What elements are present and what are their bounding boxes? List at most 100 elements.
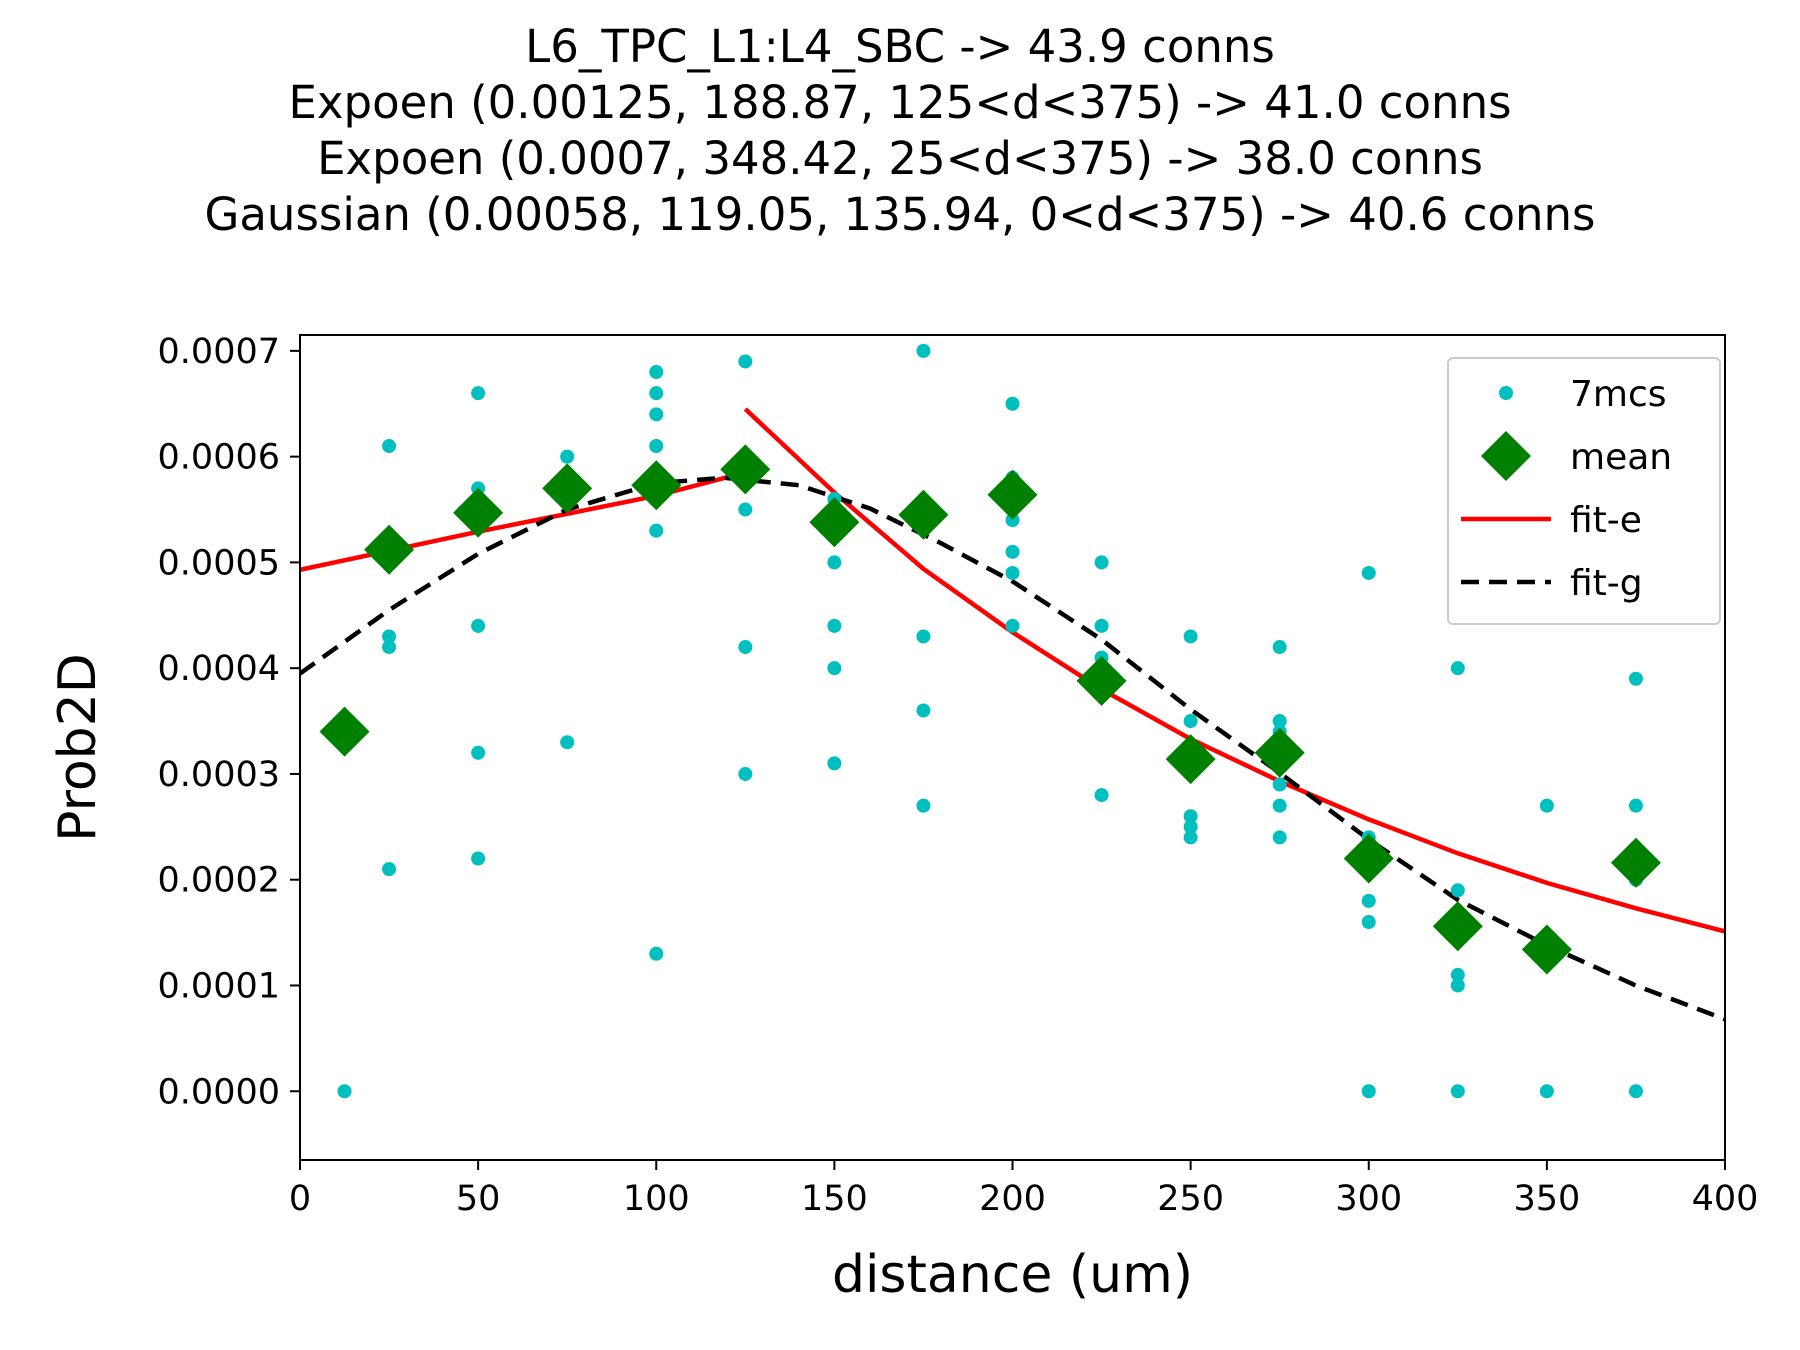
data-point-7mcs [337, 1084, 352, 1099]
data-point-7mcs [1450, 978, 1465, 993]
x-tick-label: 150 [801, 1179, 868, 1219]
legend-label: fit-e [1570, 500, 1642, 541]
x-tick-label: 200 [979, 1179, 1046, 1219]
y-tick-label: 0.0006 [158, 438, 280, 478]
legend-marker-mean [1481, 431, 1531, 481]
data-point-7mcs [1183, 714, 1198, 729]
y-axis-label: Prob2D [48, 653, 108, 842]
x-tick-label: 0 [289, 1179, 311, 1219]
y-tick-label: 0.0007 [158, 332, 280, 372]
y-tick-label: 0.0003 [158, 755, 280, 795]
data-point-7mcs [471, 851, 486, 866]
data-point-7mcs [1183, 809, 1198, 824]
data-point-7mcs [1450, 661, 1465, 676]
mean-marker [898, 489, 949, 540]
x-tick-label: 50 [456, 1179, 501, 1219]
data-point-7mcs [738, 766, 753, 781]
mean-marker [542, 463, 593, 514]
data-point-7mcs [471, 618, 486, 633]
data-point-7mcs [738, 640, 753, 655]
legend-label: mean [1570, 437, 1672, 478]
data-point-7mcs [382, 629, 397, 644]
chart-title-line: L6_TPC_L1:L4_SBC -> 43.9 conns [525, 20, 1275, 73]
data-point-7mcs [1628, 798, 1643, 813]
chart-title-line: Expoen (0.0007, 348.42, 25<d<375) -> 38.… [317, 132, 1483, 185]
series-line-fit-e [743, 407, 1725, 934]
data-point-7mcs [382, 439, 397, 454]
y-axis: 0.0000 0.0001 0.0002 0.0003 0.0004 0.0005 0.00… [158, 332, 300, 1112]
legend-label: fit-g [1570, 563, 1643, 604]
data-point-7mcs [471, 386, 486, 401]
mean-marker [631, 460, 682, 511]
data-point-7mcs [649, 365, 664, 380]
mean-marker [1432, 901, 1483, 952]
x-axis: 0 50 100 150 200 250 300 350 400 [289, 1160, 1759, 1219]
data-point-7mcs [827, 756, 842, 771]
data-point-7mcs [1183, 819, 1198, 834]
data-point-7mcs [827, 618, 842, 633]
data-point-7mcs [1361, 565, 1376, 580]
mean-marker [1076, 655, 1127, 706]
y-tick-label: 0.0004 [158, 649, 280, 689]
data-point-7mcs [382, 640, 397, 655]
mean-marker [319, 706, 370, 757]
legend: 7mcs mean fit-e fit-g [1447, 357, 1721, 625]
data-point-7mcs [1628, 1084, 1643, 1099]
x-tick-label: 250 [1157, 1179, 1224, 1219]
mean-marker [987, 469, 1038, 520]
data-point-7mcs [471, 745, 486, 760]
mean-marker [453, 487, 504, 538]
mean-marker [364, 524, 415, 575]
data-point-7mcs [1183, 629, 1198, 644]
data-point-7mcs [1450, 883, 1465, 898]
data-point-7mcs [827, 661, 842, 676]
data-point-7mcs [1005, 618, 1020, 633]
data-point-7mcs [649, 523, 664, 538]
data-point-7mcs [1272, 798, 1287, 813]
data-point-7mcs [1361, 915, 1376, 930]
x-tick-label: 100 [623, 1179, 690, 1219]
data-point-7mcs [1450, 1084, 1465, 1099]
plot-series [300, 343, 1725, 1099]
data-point-7mcs [738, 354, 753, 369]
x-tick-label: 400 [1692, 1179, 1759, 1219]
data-point-7mcs [916, 798, 931, 813]
data-point-7mcs [1094, 618, 1109, 633]
mean-marker [1343, 833, 1394, 884]
x-tick-label: 350 [1513, 1179, 1580, 1219]
mean-marker [1165, 734, 1216, 785]
data-point-7mcs [1005, 396, 1020, 411]
mean-marker [1521, 924, 1572, 975]
data-point-7mcs [1272, 640, 1287, 655]
data-point-7mcs [916, 343, 931, 358]
data-point-7mcs [649, 439, 664, 454]
series-line-fit-g [300, 475, 1725, 1022]
data-point-7mcs [1094, 555, 1109, 570]
data-point-7mcs [916, 629, 931, 644]
y-tick-label: 0.0000 [158, 1072, 280, 1112]
data-point-7mcs [1272, 777, 1287, 792]
data-point-7mcs [1539, 1084, 1554, 1099]
data-point-7mcs [1272, 714, 1287, 729]
data-point-7mcs [1005, 513, 1020, 528]
data-point-7mcs [649, 407, 664, 422]
data-point-7mcs [1183, 830, 1198, 845]
chart-title-line: Gaussian (0.00058, 119.05, 135.94, 0<d<3… [204, 188, 1595, 241]
data-point-7mcs [649, 946, 664, 961]
data-point-7mcs [1005, 544, 1020, 559]
legend-box [1447, 357, 1721, 625]
mean-marker [720, 444, 771, 495]
data-point-7mcs [649, 386, 664, 401]
data-point-7mcs [1628, 671, 1643, 686]
chart-title-line: Expoen (0.00125, 188.87, 125<d<375) -> 4… [288, 76, 1511, 129]
y-tick-label: 0.0001 [158, 966, 280, 1006]
y-tick-label: 0.0005 [158, 543, 280, 583]
data-point-7mcs [1005, 565, 1020, 580]
data-point-7mcs [827, 555, 842, 570]
data-point-7mcs [1450, 967, 1465, 982]
x-axis-label: distance (um) [832, 1245, 1193, 1305]
data-point-7mcs [560, 449, 575, 464]
